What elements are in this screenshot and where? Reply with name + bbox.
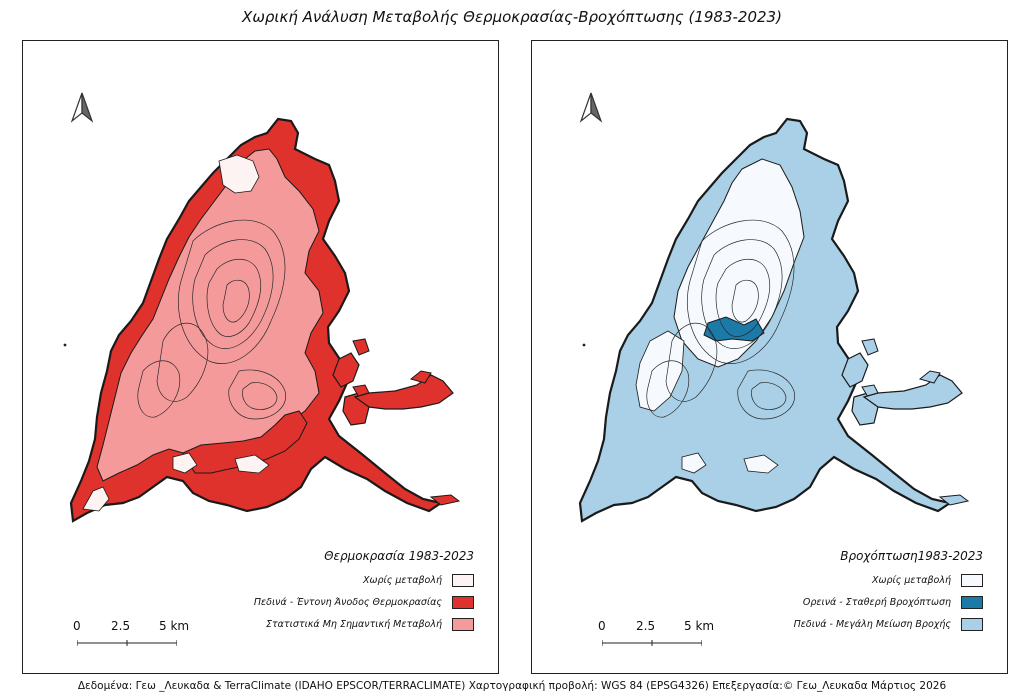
precipitation-map-panel: 0 2.5 5 km Βροχόπτωση1983-2023 Χωρίς μετ… xyxy=(531,40,1008,674)
legend-swatch xyxy=(961,617,983,631)
scale-label-0: 0 xyxy=(73,619,81,633)
temperature-legend: Θερμοκρασία 1983-2023 Χωρίς μεταβολή Πεδ… xyxy=(174,549,474,635)
scale-label-2.5: 2.5 xyxy=(111,619,131,633)
scale-label-5km: 5 km xyxy=(684,619,715,633)
footer-credits: Δεδομένα: Γεω _Λευκαδα & TerraClimate (I… xyxy=(77,680,947,692)
precipitation-legend: Βροχόπτωση1983-2023 Χωρίς μεταβολή Ορειν… xyxy=(683,549,983,635)
legend-item-strong-increase: Πεδινά - Έντονη Άνοδος Θερμοκρασίας xyxy=(174,591,474,613)
legend-item-stable-rainfall: Ορεινά - Σταθερή Βροχόπτωση xyxy=(683,591,983,613)
legend-title: Βροχόπτωση1983-2023 xyxy=(840,549,983,563)
temperature-map xyxy=(63,117,461,523)
legend-swatch xyxy=(961,573,983,587)
eastern-islets xyxy=(332,338,461,506)
scale-bar: 0 2.5 5 km xyxy=(73,619,197,649)
legend-label: Χωρίς μεταβολή xyxy=(363,574,442,586)
scale-label-2.5: 2.5 xyxy=(636,619,656,633)
legend-label: Ορεινά - Σταθερή Βροχόπτωση xyxy=(802,596,951,608)
small-islet xyxy=(63,343,67,347)
legend-swatch xyxy=(961,595,983,609)
legend-item-no-change: Χωρίς μεταβολή xyxy=(683,569,983,591)
scale-bar-line xyxy=(602,640,702,646)
small-islet xyxy=(582,343,586,347)
eastern-islets xyxy=(841,338,970,506)
legend-label: Πεδινά - Μεγάλη Μείωση Βροχής xyxy=(793,618,951,630)
scale-label-0: 0 xyxy=(598,619,606,633)
island-outline xyxy=(578,117,953,523)
legend-item-large-decrease: Πεδινά - Μεγάλη Μείωση Βροχής xyxy=(683,613,983,635)
legend-label: Χωρίς μεταβολή xyxy=(872,574,951,586)
island-outline xyxy=(69,117,444,523)
temperature-map-panel: 0 2.5 5 km Θερμοκρασία 1983-2023 Χωρίς μ… xyxy=(22,40,499,674)
scale-bar-line xyxy=(77,640,177,646)
north-arrow-icon xyxy=(579,92,603,123)
scale-bar: 0 2.5 5 km xyxy=(598,619,722,649)
legend-swatch xyxy=(452,617,474,631)
north-arrow-icon xyxy=(70,92,94,123)
legend-label: Στατιστικά Μη Σημαντική Μεταβολή xyxy=(265,618,442,630)
legend-title: Θερμοκρασία 1983-2023 xyxy=(324,549,474,563)
legend-item-not-significant: Στατιστικά Μη Σημαντική Μεταβολή xyxy=(174,613,474,635)
legend-item-no-change: Χωρίς μεταβολή xyxy=(174,569,474,591)
map-title: Χωρική Ανάλυση Μεταβολής Θερμοκρασίας-Βρ… xyxy=(242,8,782,26)
legend-swatch xyxy=(452,595,474,609)
legend-swatch xyxy=(452,573,474,587)
precipitation-map xyxy=(578,117,970,523)
legend-label: Πεδινά - Έντονη Άνοδος Θερμοκρασίας xyxy=(253,596,442,608)
scale-label-5km: 5 km xyxy=(159,619,190,633)
